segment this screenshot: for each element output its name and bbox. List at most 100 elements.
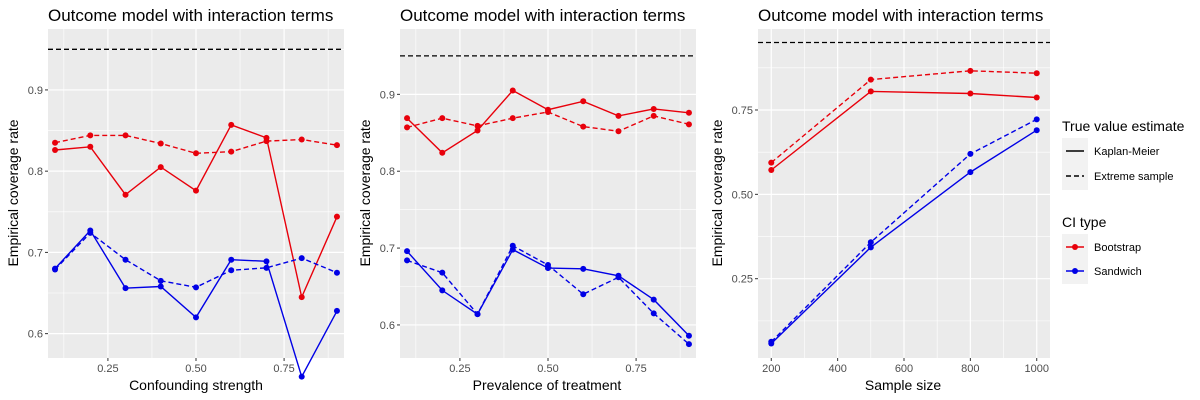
x-axis-label: Sample size (865, 377, 941, 393)
y-tick-label: 0.75 (732, 105, 753, 117)
data-point-sandwich-extreme-sample (474, 311, 481, 318)
data-point-sandwich-extreme-sample (298, 255, 305, 262)
data-point-bootstrap-extreme-sample (545, 109, 551, 116)
data-point-sandwich-kaplan-meier (122, 285, 129, 292)
data-point-bootstrap-extreme-sample (967, 67, 974, 74)
data-point-bootstrap-extreme-sample (685, 121, 692, 128)
data-point-bootstrap-extreme-sample (193, 150, 199, 157)
data-point-sandwich-kaplan-meier (580, 265, 587, 272)
series-line-sandwich-kaplan-meier (770, 129, 1038, 345)
legend-sandwich-point-key (1072, 268, 1078, 274)
series-line-bootstrap-extreme-sample (770, 70, 1037, 164)
data-point-bootstrap-extreme-sample (615, 128, 622, 135)
x-tick-label: 1000 (1024, 363, 1048, 375)
plot-area: 0.25 0.50 0.75 0.6 0.7 0.8 0.9 (28, 29, 344, 380)
data-point-bootstrap-extreme-sample (122, 132, 129, 139)
panel-sample-size: 200 400 600 800 1000 0.25 0.50 0.75 Outcome mod… (709, 6, 1050, 393)
data-point-sandwich-kaplan-meier (298, 373, 305, 380)
data-point-sandwich-extreme-sample (157, 277, 164, 284)
data-point-bootstrap-extreme-sample (439, 115, 446, 122)
y-axis-label: Empirical coverage rate (357, 119, 373, 266)
data-point-bootstrap-kaplan-meier (867, 88, 874, 95)
data-point-bootstrap-extreme-sample (768, 159, 775, 166)
legend-title-ci-type: CI type (1062, 214, 1107, 230)
x-tick-label: 800 (961, 363, 979, 375)
y-tick-label: 0.7 (380, 243, 395, 255)
y-tick-label: 0.7 (28, 247, 43, 259)
data-point-bootstrap-extreme-sample (87, 132, 94, 139)
x-tick-label: 200 (762, 363, 780, 375)
data-point-bootstrap-extreme-sample (228, 148, 235, 155)
legend: True value estimate Kaplan-Meier Extreme… (1062, 118, 1185, 284)
data-point-sandwich-kaplan-meier (263, 258, 270, 265)
y-tick-label: 0.9 (28, 85, 43, 97)
legend-title-linetype: True value estimate (1062, 118, 1185, 134)
x-axis-label: Prevalence of treatment (473, 377, 622, 393)
data-point-sandwich-extreme-sample (52, 266, 59, 273)
data-point-bootstrap-kaplan-meier (157, 164, 164, 171)
legend-item-extreme-sample: Extreme sample (1094, 171, 1173, 183)
data-point-bootstrap-kaplan-meier (509, 87, 516, 94)
y-tick-label: 0.25 (732, 274, 753, 286)
data-point-bootstrap-extreme-sample (298, 136, 305, 143)
y-tick-label: 0.8 (380, 166, 395, 178)
data-point-bootstrap-kaplan-meier (439, 149, 446, 156)
data-point-sandwich-kaplan-meier (685, 332, 692, 339)
data-point-sandwich-extreme-sample (580, 291, 587, 298)
data-point-sandwich-extreme-sample (967, 150, 974, 157)
data-point-bootstrap-kaplan-meier (87, 143, 94, 150)
data-point-bootstrap-extreme-sample (1033, 70, 1040, 77)
y-tick-label: 0.6 (380, 320, 395, 332)
y-tick-label: 0.9 (380, 89, 395, 101)
data-point-bootstrap-kaplan-meier (298, 294, 305, 301)
data-point-bootstrap-kaplan-meier (1033, 94, 1040, 101)
data-point-sandwich-kaplan-meier (333, 307, 340, 314)
data-point-bootstrap-extreme-sample (867, 76, 874, 83)
data-point-sandwich-extreme-sample (685, 341, 692, 348)
data-point-bootstrap-extreme-sample (157, 140, 164, 147)
data-point-bootstrap-kaplan-meier (685, 109, 692, 116)
data-point-bootstrap-kaplan-meier (474, 127, 481, 134)
data-point-sandwich-extreme-sample (404, 257, 411, 264)
data-point-bootstrap-kaplan-meier (122, 191, 129, 198)
data-point-bootstrap-kaplan-meier (193, 187, 199, 194)
data-point-bootstrap-extreme-sample (509, 115, 516, 122)
x-tick-label: 0.75 (625, 363, 646, 375)
data-point-sandwich-extreme-sample (263, 264, 270, 271)
data-point-sandwich-extreme-sample (1033, 116, 1040, 123)
data-point-bootstrap-kaplan-meier (615, 112, 622, 119)
panel-prevalence-of-treatment: 0.25 0.50 0.75 0.6 0.7 0.8 0.9 Outcome model w… (357, 6, 696, 393)
legend-item-sandwich: Sandwich (1094, 266, 1142, 278)
data-point-sandwich-kaplan-meier (228, 256, 235, 263)
y-tick-label: 0.8 (28, 166, 43, 178)
data-point-bootstrap-kaplan-meier (650, 105, 657, 112)
data-point-sandwich-extreme-sample (439, 269, 446, 276)
x-tick-label: 400 (828, 363, 846, 375)
data-point-sandwich-extreme-sample (650, 310, 657, 317)
y-axis-label: Empirical coverage rate (5, 119, 21, 266)
data-point-sandwich-extreme-sample (545, 261, 551, 268)
data-point-bootstrap-kaplan-meier (967, 90, 974, 97)
panel-confounding-strength: 0.25 0.50 0.75 0.6 0.7 0.8 0.9 Outcome model w… (5, 6, 344, 393)
legend-item-bootstrap: Bootstrap (1094, 242, 1141, 254)
data-point-bootstrap-kaplan-meier (580, 98, 587, 105)
data-point-sandwich-extreme-sample (333, 269, 340, 276)
data-point-bootstrap-extreme-sample (52, 139, 59, 146)
plot-area: 200 400 600 800 1000 0.25 0.50 0.75 (732, 29, 1050, 375)
data-point-bootstrap-extreme-sample (263, 138, 270, 145)
data-point-bootstrap-kaplan-meier (52, 147, 59, 154)
x-tick-label: 600 (895, 363, 913, 375)
data-point-sandwich-kaplan-meier (967, 169, 974, 176)
data-point-sandwich-kaplan-meier (867, 244, 874, 251)
data-point-sandwich-extreme-sample (122, 256, 129, 263)
data-point-bootstrap-kaplan-meier (228, 121, 235, 128)
series-line-bootstrap-kaplan-meier (770, 90, 1037, 171)
x-tick-label: 0.75 (273, 363, 294, 375)
data-point-bootstrap-extreme-sample (333, 142, 340, 149)
y-tick-label: 0.50 (732, 189, 753, 201)
data-point-sandwich-kaplan-meier (404, 248, 411, 255)
panel-title: Outcome model with interaction terms (400, 6, 685, 25)
data-point-sandwich-kaplan-meier (439, 287, 446, 294)
data-point-sandwich-extreme-sample (193, 284, 199, 291)
